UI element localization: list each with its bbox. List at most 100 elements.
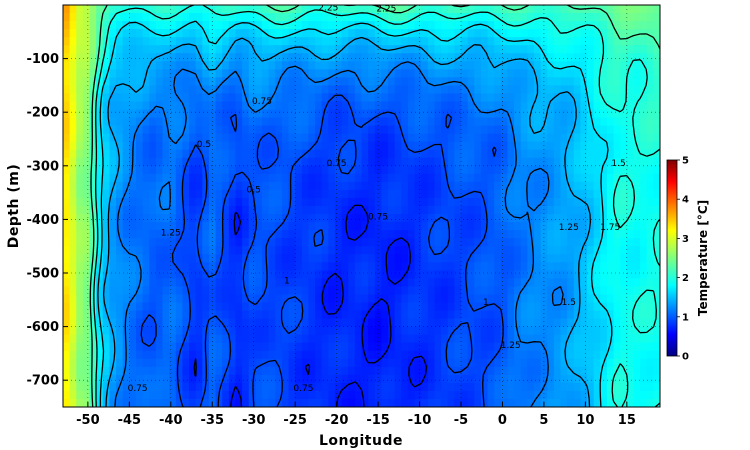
heatmap-cell xyxy=(76,117,84,127)
heatmap-cell xyxy=(527,342,535,352)
heatmap-cell xyxy=(606,390,615,400)
heatmap-cell xyxy=(222,222,230,231)
heatmap-cell xyxy=(461,374,469,384)
heatmap-cell xyxy=(646,374,654,384)
heatmap-cell xyxy=(275,189,283,199)
heatmap-cell xyxy=(381,302,389,312)
heatmap-cell xyxy=(102,45,111,54)
heatmap-cell xyxy=(520,238,528,247)
heatmap-cell xyxy=(202,109,210,119)
heatmap-cell xyxy=(162,222,170,231)
heatmap-cell xyxy=(447,165,455,175)
heatmap-cell xyxy=(129,181,137,191)
heatmap-cell xyxy=(155,109,164,119)
heatmap-cell xyxy=(228,206,237,215)
heatmap-cell xyxy=(474,13,482,22)
heatmap-cell xyxy=(82,334,91,344)
heatmap-cell xyxy=(520,366,528,376)
heatmap-cell xyxy=(334,141,343,151)
heatmap-cell xyxy=(162,141,170,151)
heatmap-cell xyxy=(640,294,648,304)
heatmap-cell xyxy=(235,133,243,143)
heatmap-cell xyxy=(96,69,104,78)
heatmap-cell xyxy=(155,61,164,70)
heatmap-cell xyxy=(640,342,648,352)
heatmap-cell xyxy=(169,77,177,86)
heatmap-cell xyxy=(155,270,164,279)
heatmap-cell xyxy=(633,358,641,368)
heatmap-cell xyxy=(69,101,77,111)
heatmap-cell xyxy=(381,37,389,46)
heatmap-cell xyxy=(129,374,137,384)
heatmap-cell xyxy=(202,230,210,239)
heatmap-cell xyxy=(222,398,230,407)
heatmap-cell xyxy=(414,13,422,22)
heatmap-cell xyxy=(262,230,270,239)
heatmap-cell xyxy=(89,37,97,46)
heatmap-cell xyxy=(474,374,482,384)
heatmap-cell xyxy=(354,390,363,400)
heatmap-cell xyxy=(587,206,595,215)
heatmap-cell xyxy=(242,262,250,271)
heatmap-cell xyxy=(381,238,389,247)
heatmap-cell xyxy=(268,286,276,296)
heatmap-cell xyxy=(321,310,329,320)
heatmap-cell xyxy=(381,149,389,159)
heatmap-cell xyxy=(175,334,183,344)
heatmap-cell xyxy=(262,5,270,14)
heatmap-cell xyxy=(315,382,323,392)
heatmap-cell xyxy=(189,109,197,119)
heatmap-cell xyxy=(573,206,581,215)
heatmap-cell xyxy=(500,270,509,279)
heatmap-cell xyxy=(646,45,654,54)
heatmap-cell xyxy=(407,21,416,30)
heatmap-cell xyxy=(474,53,482,62)
heatmap-cell xyxy=(69,302,77,312)
heatmap-cell xyxy=(573,101,581,111)
heatmap-cell xyxy=(235,358,243,368)
heatmap-cell xyxy=(587,197,595,207)
heatmap-cell xyxy=(242,214,250,223)
heatmap-cell xyxy=(461,173,469,183)
heatmap-cell xyxy=(222,13,230,22)
heatmap-cell xyxy=(142,238,150,247)
heatmap-cell xyxy=(487,286,495,296)
heatmap-cell xyxy=(454,165,462,175)
heatmap-cell xyxy=(82,77,91,86)
heatmap-cell xyxy=(348,141,356,151)
heatmap-cell xyxy=(520,93,528,103)
heatmap-cell xyxy=(76,109,84,119)
heatmap-cell xyxy=(275,366,283,376)
heatmap-cell xyxy=(149,342,157,352)
heatmap-cell xyxy=(208,206,217,215)
heatmap-cell xyxy=(248,254,256,263)
heatmap-cell xyxy=(142,230,150,239)
heatmap-cell xyxy=(520,149,528,159)
heatmap-cell xyxy=(315,374,323,384)
heatmap-cell xyxy=(348,197,356,207)
heatmap-cell xyxy=(520,270,528,279)
heatmap-cell xyxy=(155,318,164,328)
heatmap-cell xyxy=(368,254,376,263)
heatmap-cell xyxy=(281,37,290,46)
heatmap-cell xyxy=(255,342,263,352)
heatmap-cell xyxy=(381,390,389,400)
heatmap-cell xyxy=(427,286,436,296)
heatmap-cell xyxy=(202,197,210,207)
heatmap-cell xyxy=(461,382,469,392)
heatmap-cell xyxy=(461,181,469,191)
heatmap-cell xyxy=(175,181,183,191)
heatmap-cell xyxy=(633,117,641,127)
heatmap-cell xyxy=(242,101,250,111)
heatmap-cell xyxy=(315,326,323,336)
heatmap-cell xyxy=(474,21,482,30)
heatmap-cell xyxy=(368,125,376,135)
heatmap-cell xyxy=(606,294,615,304)
heatmap-cell xyxy=(361,382,369,392)
heatmap-cell xyxy=(208,278,217,287)
heatmap-cell xyxy=(580,294,588,304)
heatmap-cell xyxy=(361,230,369,239)
heatmap-cell xyxy=(321,181,329,191)
heatmap-cell xyxy=(334,37,343,46)
heatmap-cell xyxy=(169,294,177,304)
